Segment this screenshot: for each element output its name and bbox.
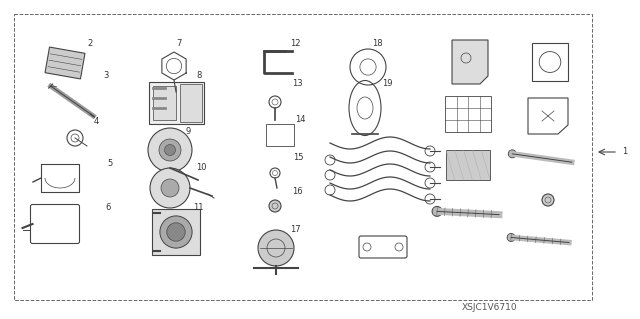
Circle shape bbox=[258, 230, 294, 266]
Circle shape bbox=[160, 216, 192, 248]
Text: 15: 15 bbox=[293, 153, 303, 162]
Circle shape bbox=[159, 139, 181, 161]
Text: 2: 2 bbox=[87, 40, 92, 48]
Bar bbox=[152, 86, 176, 120]
FancyBboxPatch shape bbox=[45, 47, 85, 79]
Bar bbox=[14, 14, 592, 300]
Circle shape bbox=[507, 234, 515, 241]
Circle shape bbox=[508, 150, 516, 158]
Circle shape bbox=[167, 223, 185, 241]
Text: 11: 11 bbox=[193, 204, 204, 212]
Text: 13: 13 bbox=[292, 79, 303, 88]
Text: 8: 8 bbox=[196, 71, 202, 80]
Circle shape bbox=[542, 194, 554, 206]
Bar bbox=[266, 124, 294, 146]
Bar bbox=[180, 84, 202, 122]
Circle shape bbox=[164, 145, 175, 155]
Text: 6: 6 bbox=[105, 203, 110, 211]
Text: 16: 16 bbox=[292, 187, 303, 196]
Text: 14: 14 bbox=[295, 115, 305, 124]
Bar bbox=[532, 43, 568, 81]
Circle shape bbox=[148, 128, 192, 172]
Circle shape bbox=[432, 206, 442, 216]
Bar bbox=[148, 82, 204, 124]
Text: 18: 18 bbox=[372, 40, 383, 48]
Text: 5: 5 bbox=[107, 159, 112, 167]
Circle shape bbox=[150, 168, 190, 208]
Polygon shape bbox=[452, 40, 488, 84]
Text: 1: 1 bbox=[622, 147, 627, 157]
Text: 12: 12 bbox=[290, 40, 301, 48]
Text: 10: 10 bbox=[196, 164, 207, 173]
Text: XSJC1V6710: XSJC1V6710 bbox=[462, 303, 518, 313]
Text: 17: 17 bbox=[290, 225, 301, 234]
Text: 7: 7 bbox=[176, 40, 181, 48]
Text: 19: 19 bbox=[382, 79, 392, 88]
Circle shape bbox=[269, 200, 281, 212]
Bar bbox=[446, 150, 490, 180]
Text: 4: 4 bbox=[94, 117, 99, 127]
Text: 3: 3 bbox=[103, 71, 108, 80]
Bar bbox=[445, 96, 491, 132]
Bar bbox=[152, 209, 200, 255]
Circle shape bbox=[161, 179, 179, 197]
Text: 9: 9 bbox=[186, 127, 191, 136]
